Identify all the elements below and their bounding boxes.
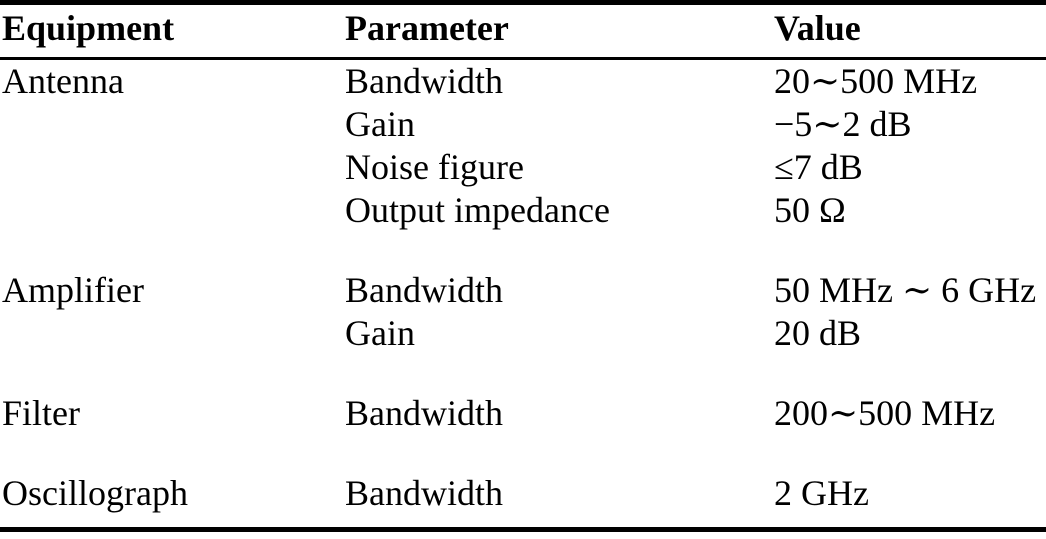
parameter-cell: Bandwidth (345, 393, 503, 433)
equipment-cell (0, 312, 343, 355)
value-cell: 20 dB (774, 313, 862, 353)
equipment-group: Oscillograph Bandwidth 2 GHz (0, 472, 1046, 515)
equipment-cell: Oscillograph (2, 473, 188, 513)
table-header-row: Equipment Parameter Value (0, 5, 1046, 50)
value-cell: −5∼2 dB (774, 104, 912, 144)
equipment-cell: Antenna (2, 61, 124, 101)
parameter-cell: Output impedance (345, 190, 610, 230)
parameter-cell: Gain (345, 313, 415, 353)
equipment-cell (0, 189, 343, 232)
value-cell: 50 Ω (774, 190, 846, 230)
value-cell: ≤7 dB (774, 147, 863, 187)
equipment-cell (0, 103, 343, 146)
parameter-cell: Bandwidth (345, 270, 503, 310)
parameter-cell: Gain (345, 104, 415, 144)
table-body: Antenna Bandwidth 20∼500 MHz Gain −5∼2 dB Noi… (0, 60, 1046, 515)
column-header-equipment: Equipment (2, 8, 175, 48)
parameter-cell: Bandwidth (345, 61, 503, 101)
column-header-value: Value (774, 8, 861, 48)
equipment-group: Amplifier Bandwidth 50 MHz ∼ 6 GHz Gain 20 d… (0, 269, 1046, 355)
value-cell: 2 GHz (774, 473, 869, 513)
column-header-parameter: Parameter (345, 8, 509, 48)
equipment-cell (0, 146, 343, 189)
parameter-cell: Noise figure (345, 147, 524, 187)
equipment-cell: Filter (2, 393, 80, 433)
table-top-rule (0, 0, 1046, 5)
value-cell: 200∼500 MHz (774, 393, 996, 433)
table-header-rule (0, 57, 1046, 60)
value-cell: 50 MHz ∼ 6 GHz (774, 270, 1037, 310)
parameter-cell: Bandwidth (345, 473, 503, 513)
equipment-cell: Amplifier (2, 270, 144, 310)
equipment-group: Antenna Bandwidth 20∼500 MHz Gain −5∼2 dB Noi… (0, 60, 1046, 232)
table-bottom-rule (0, 527, 1046, 532)
value-cell: 20∼500 MHz (774, 61, 978, 101)
equipment-group: Filter Bandwidth 200∼500 MHz (0, 392, 1046, 435)
